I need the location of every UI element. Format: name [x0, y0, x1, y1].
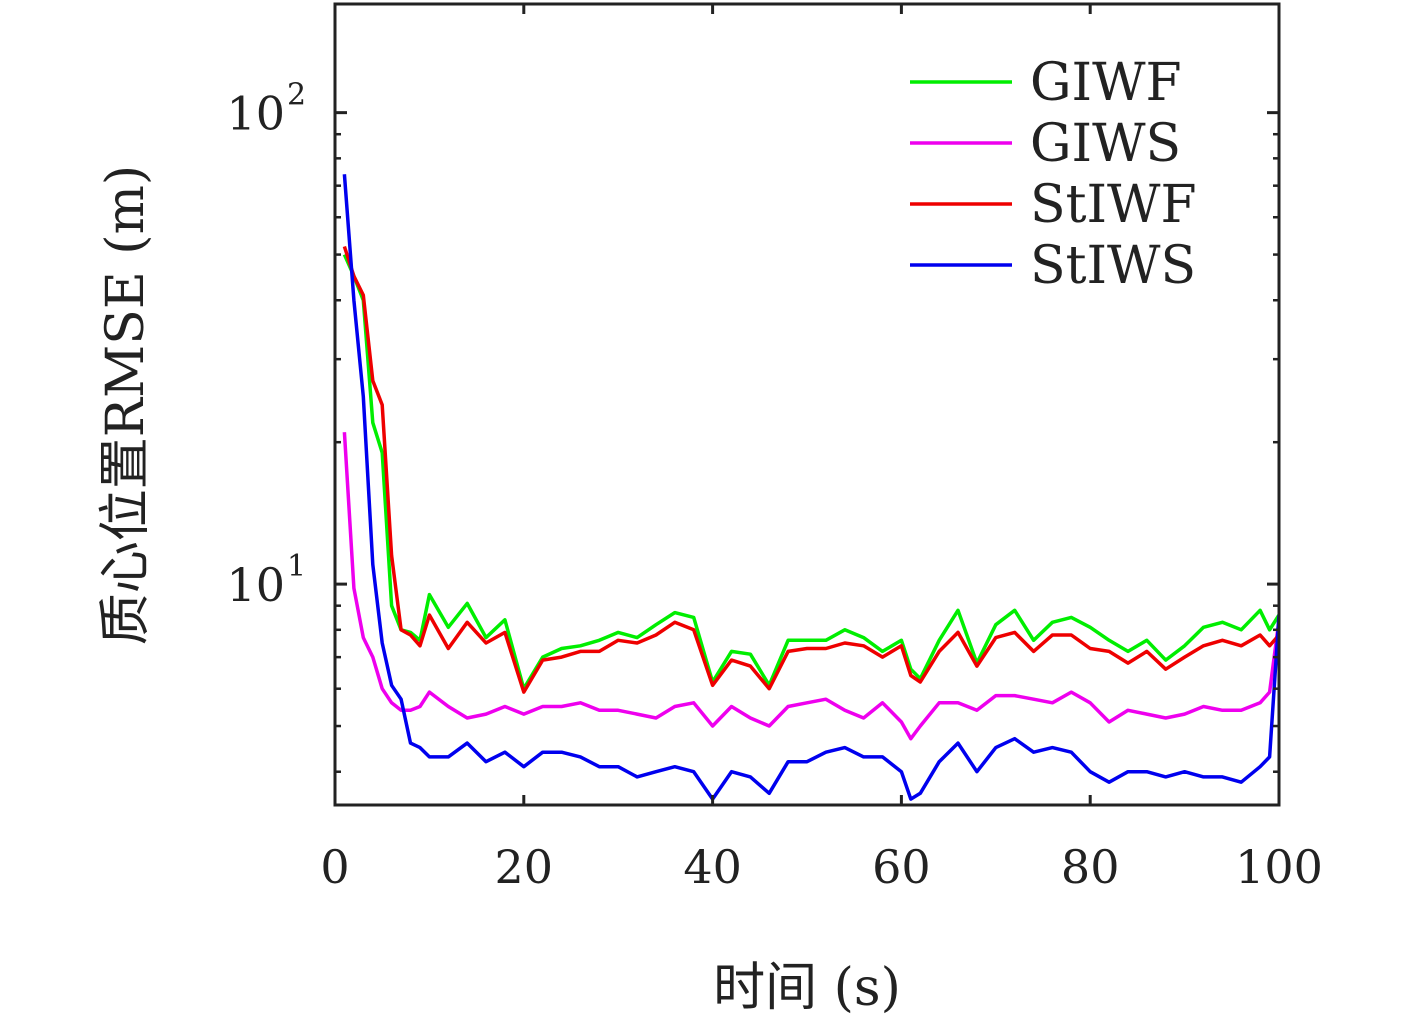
y-tick-label-exponent: 1 [287, 549, 306, 584]
series-line-stiwf [342, 245, 1279, 694]
x-tick-label: 80 [1061, 840, 1120, 894]
x-tick-label: 0 [320, 840, 349, 894]
legend-label-stiwf: StIWF [1030, 175, 1197, 235]
legend-label-giwf: GIWF [1030, 53, 1182, 113]
axis-ticks [333, 4, 1281, 805]
y-tick-label-exponent: 2 [287, 78, 306, 113]
x-tick-label: 20 [495, 840, 554, 894]
legend-label-giws: GIWS [1030, 114, 1181, 174]
x-tick-label: 60 [872, 840, 931, 894]
series-lines [342, 174, 1279, 801]
x-axis-label: 时间 (s) [713, 958, 901, 1018]
legend-label-stiws: StIWS [1030, 236, 1196, 296]
y-tick-label-base: 10 [226, 558, 285, 612]
series-line-stiws [342, 174, 1279, 801]
series-line-giws [342, 432, 1279, 741]
x-tick-labels: 0 20 40 60 80 100 [320, 840, 1323, 894]
y-tick-label-base: 10 [226, 87, 285, 141]
x-tick-label: 40 [683, 840, 742, 894]
y-axis-label: 质心位置RMSE (m) [96, 165, 156, 645]
x-tick-label: 100 [1235, 840, 1323, 894]
plot-frame [333, 2, 1281, 807]
series-line-giwf [342, 253, 1279, 691]
